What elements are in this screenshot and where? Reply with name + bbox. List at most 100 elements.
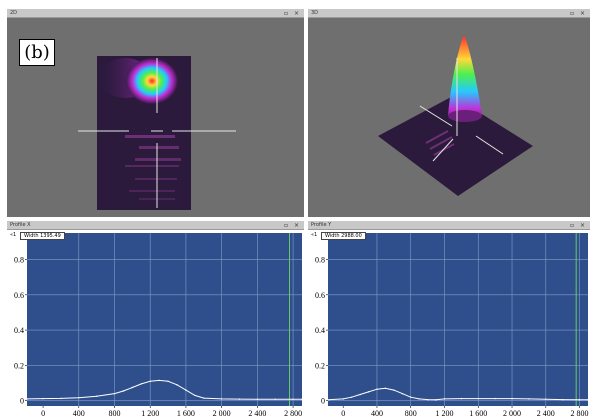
data-point [167, 380, 169, 382]
pane-titlebar: Profile X ▫ × [7, 221, 304, 230]
profile-x-pane: Profile X ▫ × 0 0.2 0.4 0.6 0.8 0 400 800 1 200 1… [7, 221, 304, 418]
beam-2d-view[interactable] [7, 18, 304, 217]
x-tick-label: 2 400 [537, 409, 555, 418]
pane-title: 3D [311, 10, 319, 16]
beam-3d-peak-base [448, 110, 482, 122]
data-point [460, 397, 463, 400]
data-point [511, 397, 513, 400]
plot-area [328, 233, 588, 406]
x-tick-label: 1 600 [177, 409, 195, 418]
panel-label: (b) [19, 39, 55, 66]
data-point [26, 398, 28, 400]
pane-titlebar: 3D ▫ × [308, 9, 590, 18]
x-tick-label: 0 [41, 409, 45, 418]
y-tick-label: 0 [321, 397, 325, 406]
data-point [410, 396, 412, 398]
data-point [578, 399, 581, 401]
profile-y-chart[interactable]: 0 0.2 0.4 0.6 0.8 0 400 800 1 200 1 600 2 000 2 400… [308, 230, 590, 418]
x-tick-label: 1 200 [435, 409, 453, 418]
data-point [342, 398, 344, 400]
pane-window-controls[interactable]: ▫ × [283, 10, 301, 17]
profile-trace [26, 379, 302, 400]
data-point [435, 399, 437, 401]
y-tick-label: 0.6 [14, 291, 24, 300]
data-point [393, 389, 395, 391]
x-tick-label: 1 600 [469, 409, 487, 418]
x-tick-label: 2 400 [248, 409, 266, 418]
data-point [367, 391, 370, 393]
data-point [274, 398, 276, 400]
data-point [185, 389, 187, 391]
pane-title: Profile Y [311, 222, 332, 228]
data-point [256, 398, 259, 400]
data-point [545, 398, 547, 400]
pane-window-controls[interactable]: ▫ × [569, 222, 587, 229]
y-tick-label: 0.8 [14, 255, 24, 264]
profile-x-svg: 0 0.2 0.4 0.6 0.8 0 400 800 1 200 1 600 2 000 2 400… [14, 233, 303, 418]
beam-3d-peak [448, 35, 482, 122]
data-point [158, 379, 160, 382]
data-point [359, 393, 361, 396]
data-point [131, 386, 134, 389]
x-tick-label: 400 [73, 409, 85, 418]
y-tick-label: 0.6 [315, 291, 325, 300]
pane-title: 2D [10, 10, 18, 16]
data-point [140, 383, 142, 385]
beam-2d-image [78, 56, 236, 210]
x-tick-label: 400 [371, 409, 383, 418]
y-tick-label: 0.2 [315, 361, 325, 370]
beam-hotspot [125, 57, 179, 105]
y-tick-label: 0.4 [315, 326, 325, 335]
y-tick-label: 0.8 [315, 255, 325, 264]
profile-y-svg: 0 0.2 0.4 0.6 0.8 0 400 800 1 200 1 600 2 000 2 400… [315, 233, 589, 418]
pane-titlebar: Profile Y ▫ × [308, 221, 590, 230]
crosshair [78, 58, 236, 208]
data-point [384, 387, 387, 390]
x-tick-label: 800 [405, 409, 417, 418]
x-tick-label: 2 800 [571, 409, 589, 418]
pane-titlebar: 2D ▫ × [7, 9, 304, 18]
data-point [95, 395, 98, 397]
pane-window-controls[interactable]: ▫ × [283, 222, 301, 229]
data-point [301, 398, 303, 400]
data-point [122, 390, 125, 392]
data-point [42, 397, 44, 400]
data-point [443, 398, 446, 400]
data-point [203, 397, 205, 399]
data-point [477, 397, 479, 400]
data-point [78, 397, 80, 399]
cursor-marker-label: «1 [10, 232, 17, 238]
pane-window-controls[interactable]: ▫ × [569, 10, 587, 17]
data-point [327, 399, 329, 401]
data-point [494, 397, 496, 400]
plot-area [27, 233, 302, 406]
data-point [587, 399, 589, 401]
data-point [418, 398, 420, 400]
y-tick-label: 0 [20, 397, 24, 406]
x-tick-label: 2 000 [503, 409, 521, 418]
data-point [426, 398, 429, 401]
y-tick-label: 0.4 [14, 326, 24, 335]
data-point [401, 392, 403, 395]
data-point [350, 396, 353, 398]
x-tick-label: 0 [341, 409, 345, 418]
data-point [220, 398, 223, 400]
cursor-marker-label: «1 [311, 232, 318, 238]
beam-3d-base-plane [378, 96, 533, 196]
profile-x-chart[interactable]: 0 0.2 0.4 0.6 0.8 0 400 800 1 200 1 600 2 000 2 400… [7, 230, 304, 418]
x-tick-label: 1 200 [141, 409, 159, 418]
data-point [238, 398, 241, 400]
pane-title: Profile X [10, 222, 31, 228]
profile-y-pane: Profile Y ▫ × 0 0.2 0.4 0.6 0.8 0 400 800 1 200 1… [308, 221, 590, 418]
data-point [60, 397, 62, 400]
beam-3d-image [378, 35, 533, 196]
data-point [176, 384, 178, 386]
x-tick-label: 2 000 [213, 409, 231, 418]
beam-3d-view[interactable] [308, 18, 590, 217]
data-point [528, 398, 530, 400]
data-point [561, 398, 564, 401]
beam-2d-pane: 2D ▫ × [7, 9, 304, 217]
data-point [292, 398, 294, 400]
x-tick-label: 2 800 [284, 409, 302, 418]
beam-3d-pane: 3D ▫ × [308, 9, 590, 217]
